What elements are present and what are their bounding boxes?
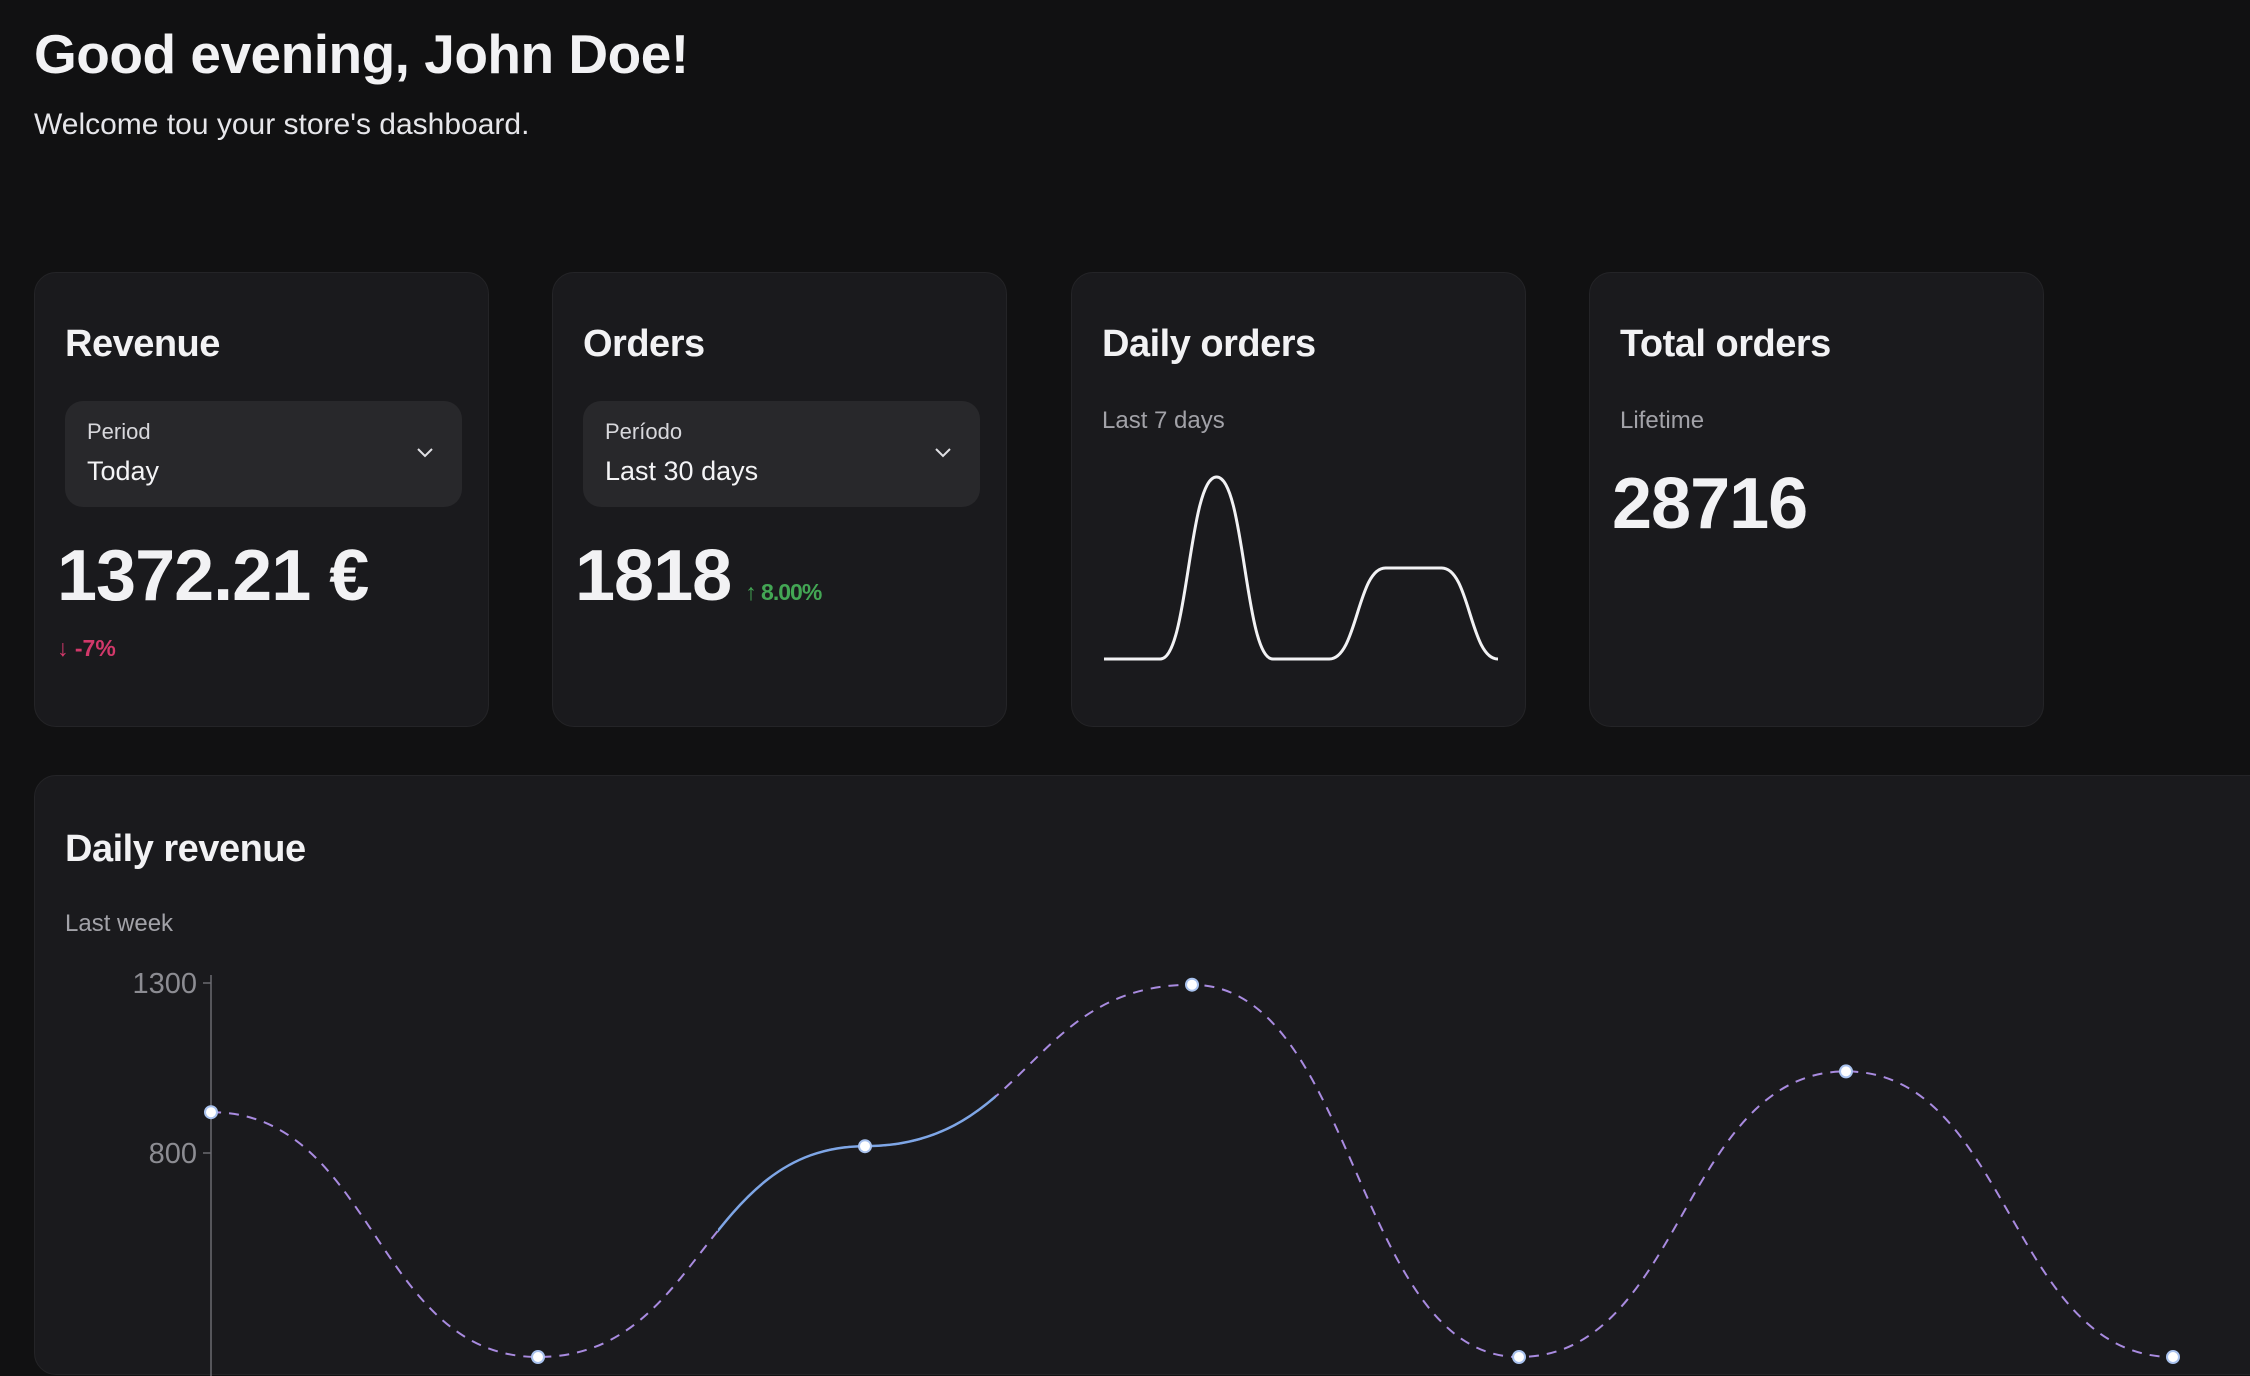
select-value: Today	[87, 456, 160, 486]
select-label: Period	[87, 419, 151, 444]
greeting-heading: Good evening, John Doe!	[34, 23, 689, 85]
data-point[interactable]	[1185, 977, 1199, 992]
period-select[interactable]: Period Today	[65, 401, 462, 507]
card-subtitle: Lifetime	[1620, 407, 1705, 434]
daily-revenue-card: Daily revenue Last week 800 1300	[34, 775, 2250, 1376]
revenue-value: 1372.21 €	[57, 536, 369, 616]
data-point[interactable]	[858, 1139, 872, 1154]
period-select[interactable]: Período Last 30 days	[583, 401, 980, 507]
card-title: Total orders	[1620, 323, 1831, 365]
y-tick-label: 800	[149, 1138, 197, 1170]
data-point[interactable]	[204, 1105, 218, 1120]
total-orders-value: 28716	[1612, 464, 1808, 544]
data-point[interactable]	[531, 1350, 545, 1364]
orders-change: ↑ 8.00%	[745, 579, 822, 605]
sparkline-line	[1104, 475, 1499, 661]
card-subtitle: Last week	[65, 910, 174, 937]
select-value: Last 30 days	[605, 456, 759, 486]
card-title: Orders	[583, 323, 705, 365]
revenue-change: ↓ -7%	[57, 635, 116, 661]
total-orders-card: Total orders Lifetime 28716	[1589, 272, 2044, 727]
data-point[interactable]	[1839, 1064, 1853, 1079]
card-title: Revenue	[65, 323, 220, 365]
daily-revenue-chart: 800 1300	[132, 968, 2180, 1376]
card-title: Daily orders	[1102, 323, 1316, 365]
data-point[interactable]	[2166, 1350, 2180, 1364]
revenue-line	[210, 983, 2174, 1359]
chevron-down-icon	[417, 448, 433, 458]
y-tick-label: 1300	[132, 968, 197, 1000]
daily-orders-card: Daily orders Last 7 days	[1071, 272, 1526, 727]
orders-value: 1818	[575, 536, 732, 616]
revenue-line-highlight	[717, 1094, 996, 1233]
revenue-card: Revenue Period Today 1372.21 € ↓ -7%	[34, 272, 489, 727]
welcome-subtitle: Welcome tou your store's dashboard.	[34, 108, 530, 141]
chevron-down-icon	[935, 448, 951, 458]
card-title: Daily revenue	[65, 828, 306, 870]
orders-value-row: 1818 ↑ 8.00%	[575, 535, 822, 617]
daily-orders-sparkline	[1104, 475, 1499, 661]
select-label: Período	[605, 419, 683, 444]
data-point[interactable]	[1512, 1350, 1526, 1364]
card-subtitle: Last 7 days	[1102, 407, 1225, 434]
orders-card: Orders Período Last 30 days 1818 ↑ 8.00%	[552, 272, 1007, 727]
